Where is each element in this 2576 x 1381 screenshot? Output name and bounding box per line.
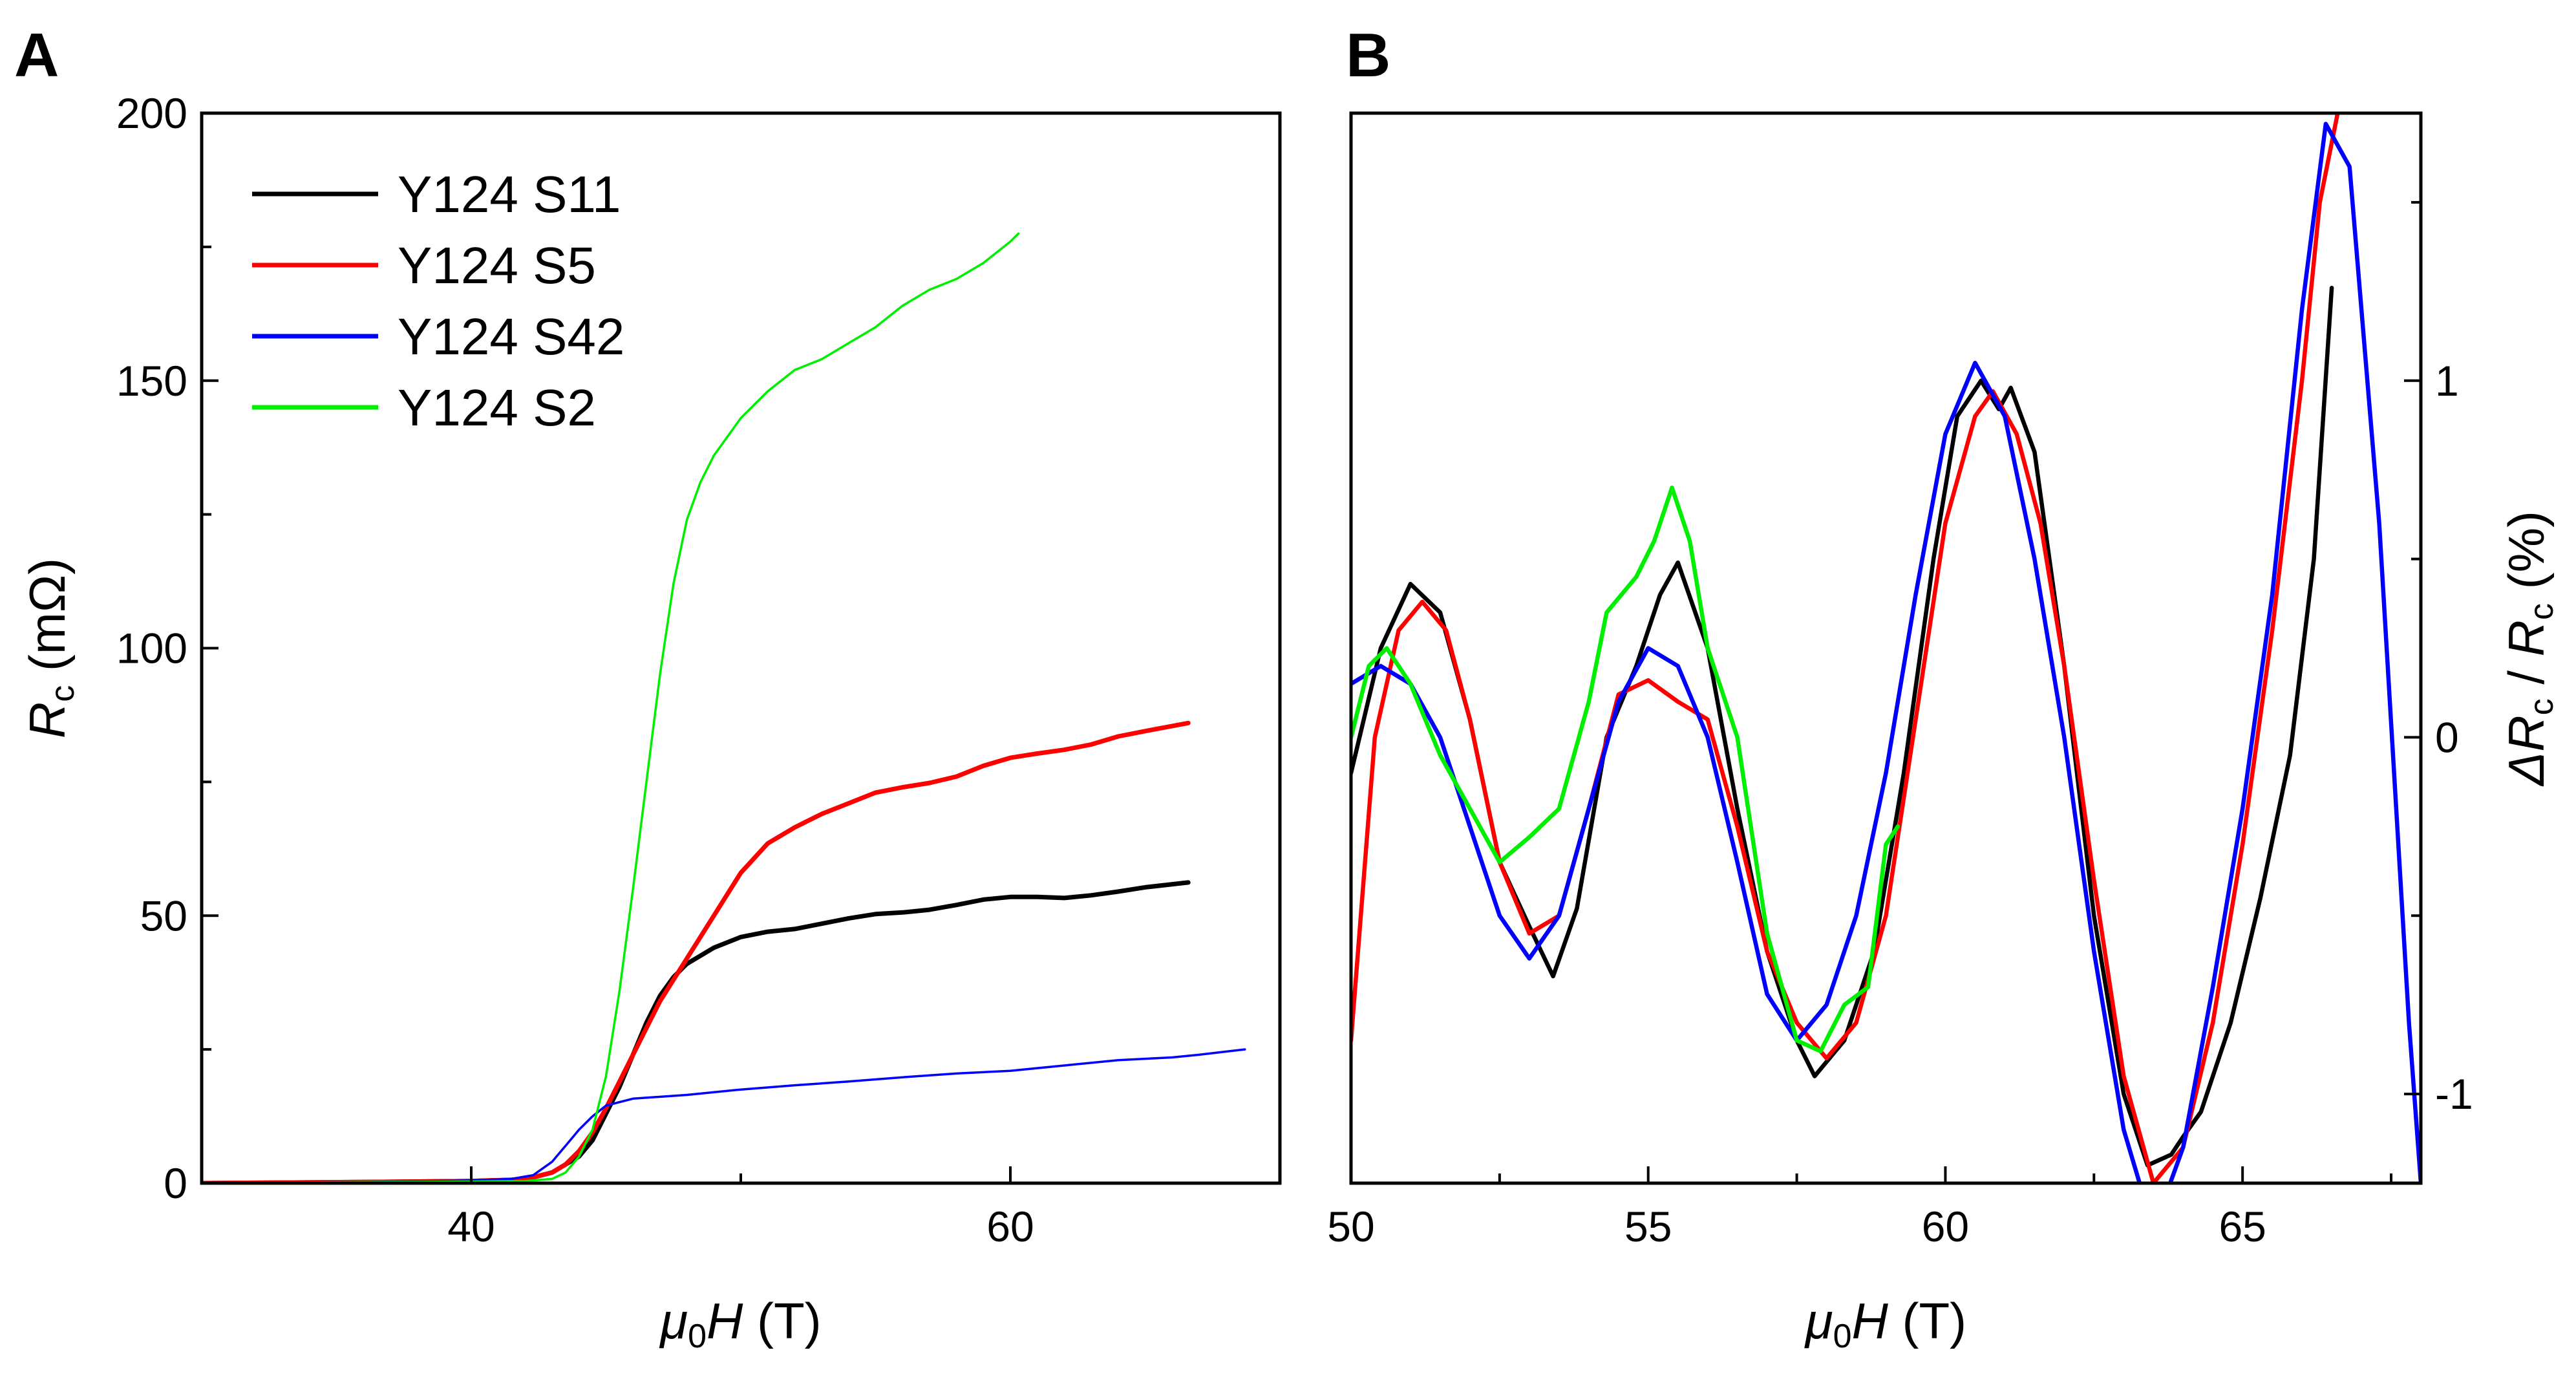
x-axis-label: μ0H (T)	[1804, 1292, 1966, 1355]
panel-b: 50 55 60 65 -1 0 1 μ0H (T) ΔRc / Rc (%)	[1327, 111, 2560, 1355]
y-tick-label: 0	[164, 1159, 187, 1207]
axes-frame	[1349, 111, 2423, 1185]
panel-a-letter: A	[14, 21, 59, 90]
y-tick-label: 0	[2435, 713, 2459, 761]
y-axis-label: ΔRc / Rc (%)	[2498, 511, 2560, 787]
legend: Y124 S11 Y124 S5 Y124 S42 Y124 S2	[252, 166, 624, 436]
legend-label: Y124 S2	[398, 379, 596, 436]
x-tick-label: 65	[2219, 1203, 2266, 1250]
legend-label: Y124 S5	[398, 237, 596, 294]
x-tick-label: 40	[447, 1203, 495, 1250]
y-tick-label: 200	[116, 89, 187, 137]
y-tick-label: 50	[140, 892, 187, 939]
x-tick-label: 50	[1327, 1203, 1374, 1250]
series-line-y124-s42	[1351, 122, 2421, 1183]
y-tick-label: 100	[116, 625, 187, 672]
plot-area	[1351, 113, 2421, 1183]
plot-area	[202, 232, 1246, 1183]
x-tick-label: 55	[1624, 1203, 1672, 1250]
series-line-y124-s2	[1351, 486, 1900, 1054]
panel-b-letter: B	[1346, 21, 1390, 90]
series-line-y124-s5	[202, 720, 1191, 1183]
series-line-y124-s2	[202, 232, 1020, 1183]
y-tick-label: 150	[116, 357, 187, 405]
y-axis-label: Rc (mΩ)	[19, 558, 81, 738]
series-line-y124-s42	[202, 1048, 1246, 1183]
y-tick-label: 1	[2435, 357, 2459, 405]
legend-label: Y124 S11	[398, 166, 621, 223]
x-tick-label: 60	[986, 1203, 1034, 1250]
y-tick-label: -1	[2435, 1070, 2473, 1118]
x-tick-label: 60	[1922, 1203, 1969, 1250]
legend-label: Y124 S42	[398, 308, 624, 365]
x-axis-label: μ0H (T)	[659, 1292, 821, 1355]
